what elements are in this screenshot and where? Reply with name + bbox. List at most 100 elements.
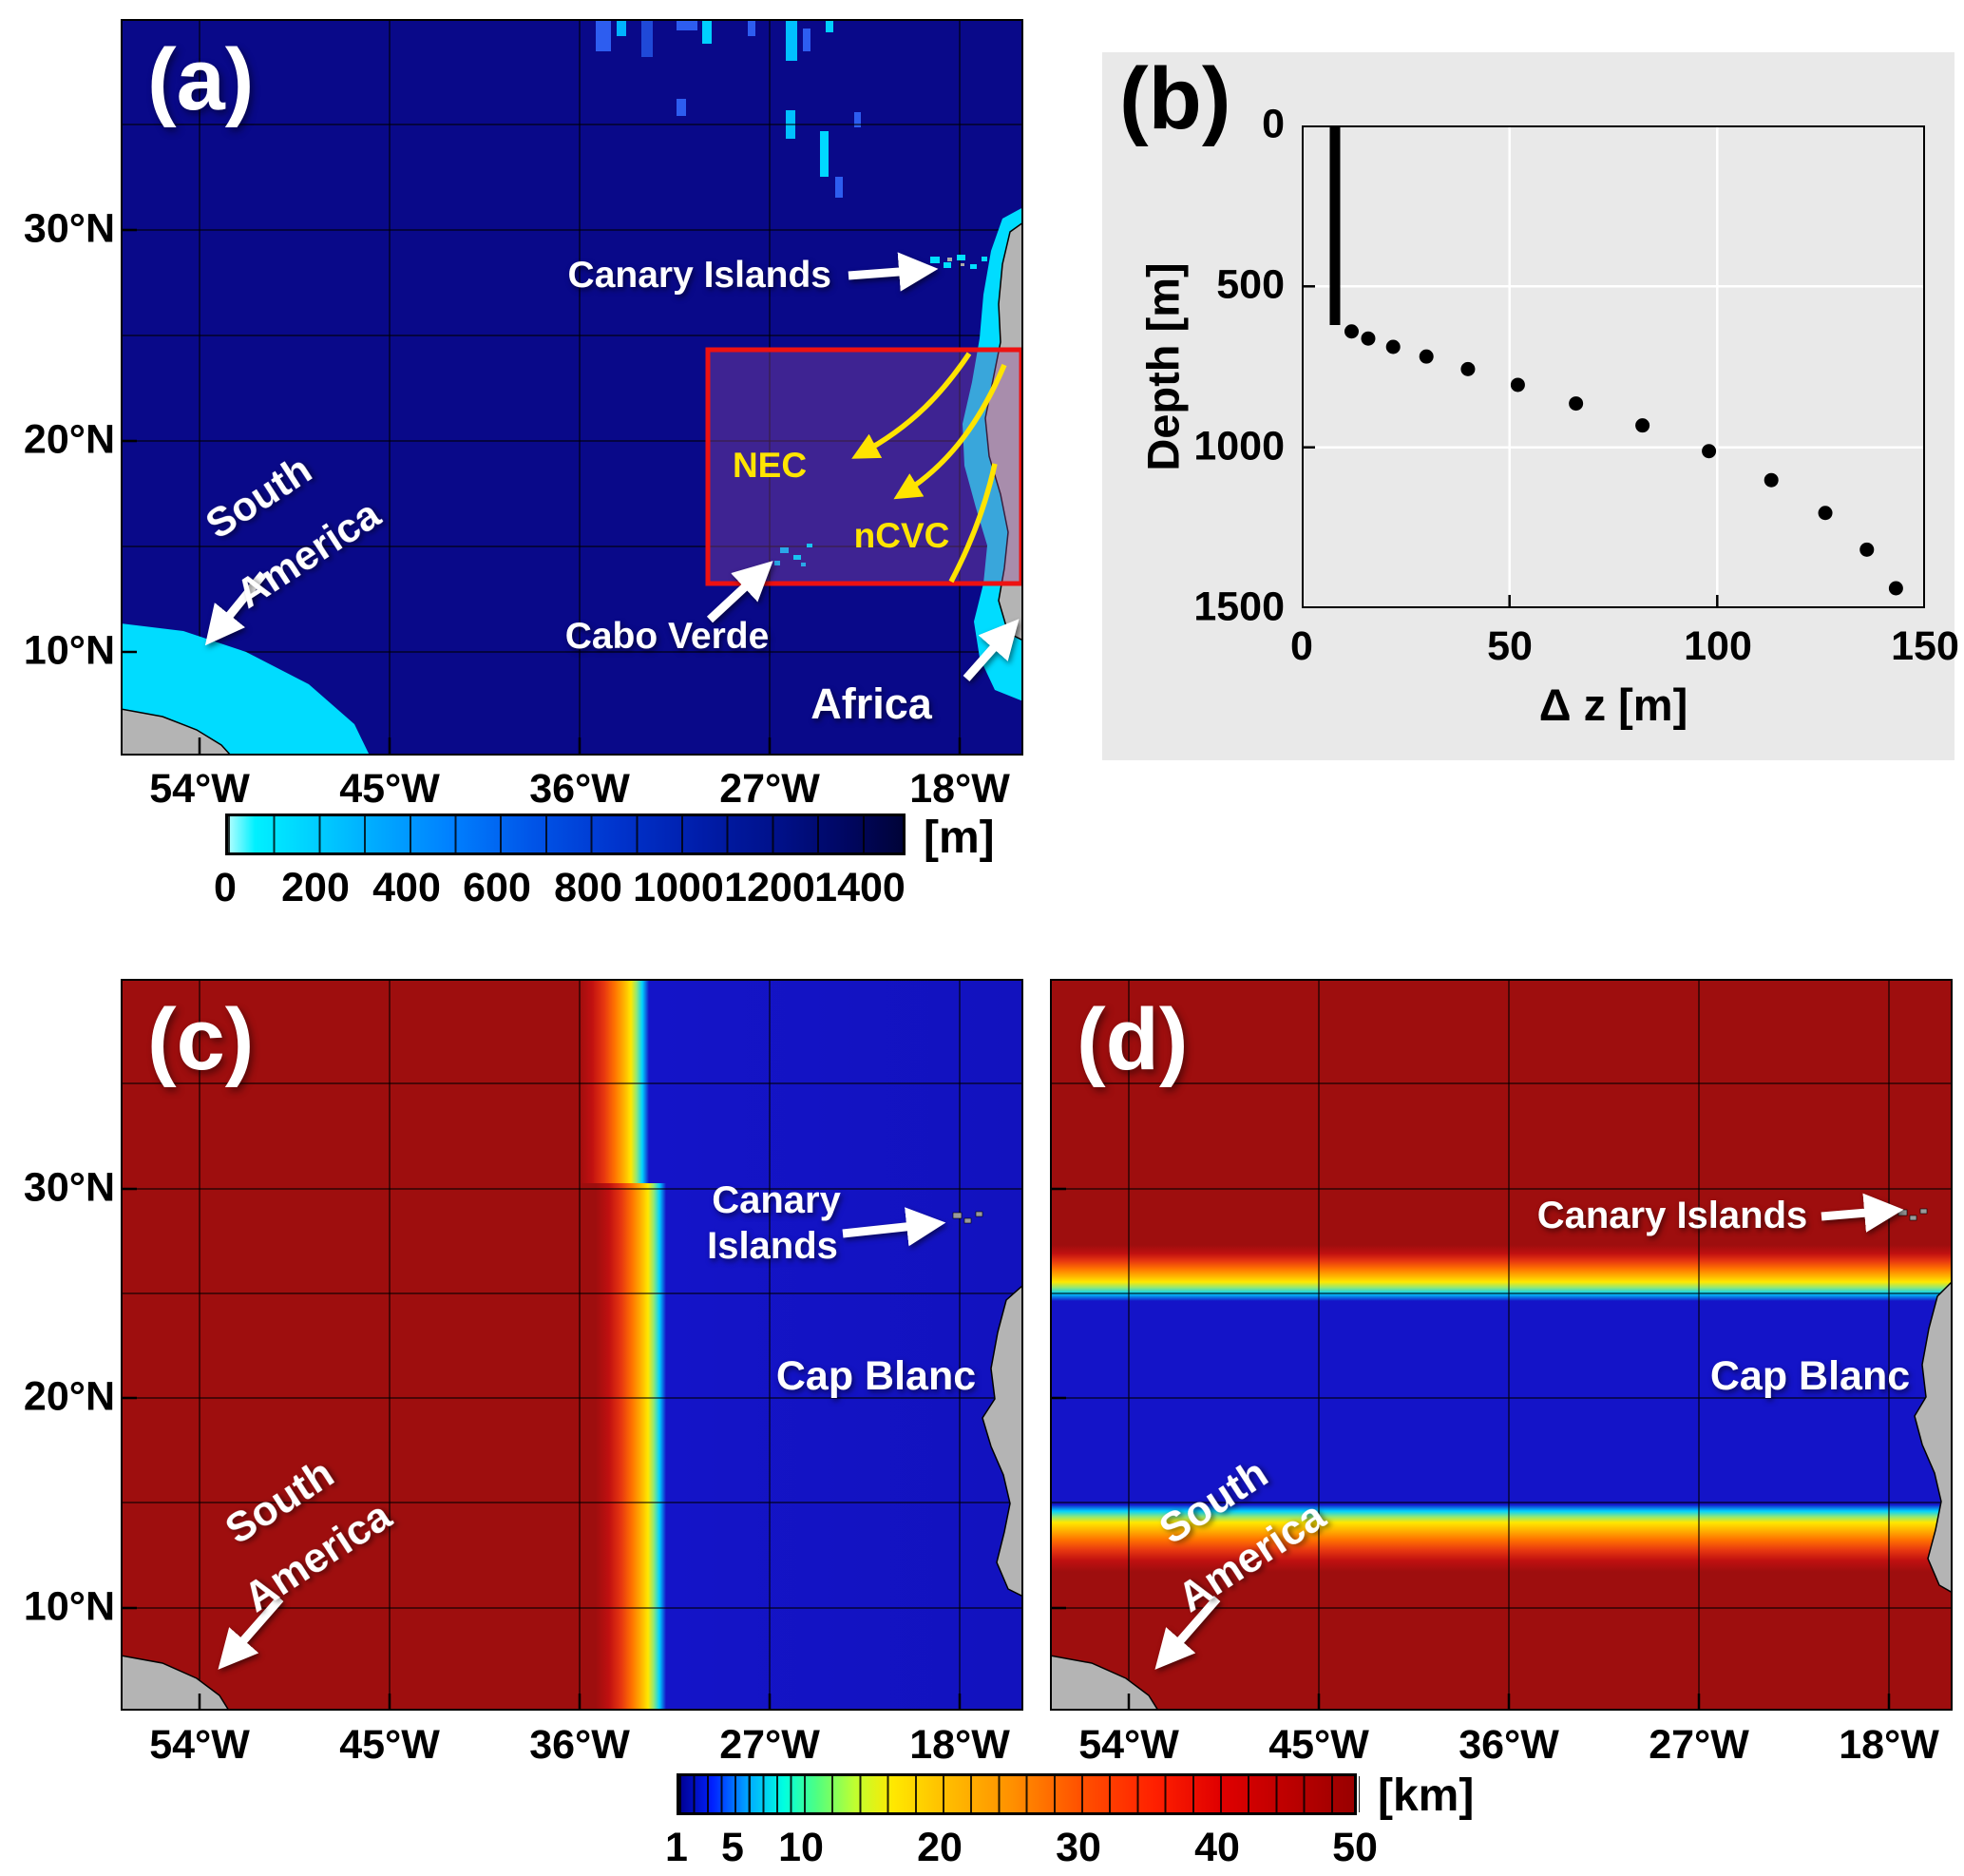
- y-tick-label: 500: [1216, 261, 1285, 308]
- y-tick-label: 30°N: [23, 1164, 115, 1211]
- panel-d-canvas: Canary Islands Cap Blanc South America: [1050, 979, 1953, 1711]
- x-tick-label: 18°W: [1839, 1722, 1939, 1768]
- panel-d-map: Canary Islands Cap Blanc South America (…: [1050, 979, 1953, 1711]
- depth-spacing-point: [1888, 581, 1903, 596]
- x-tick-label: 36°W: [529, 766, 630, 812]
- africa-label: Africa: [810, 680, 933, 728]
- panel-a-map: NEC nCVC Canary Islands South America Ca…: [121, 19, 1023, 756]
- colorbar-tick-label: 0: [214, 865, 237, 910]
- x-tick-label: 18°W: [909, 1722, 1010, 1768]
- colorbar-tick-label: 50: [1332, 1825, 1378, 1870]
- canary-islands-marks: [952, 1211, 983, 1224]
- depth-profile-canvas: [1302, 125, 1925, 608]
- depth-spacing-point: [1859, 542, 1875, 557]
- resolution-field: [1050, 979, 1953, 1711]
- x-tick-label: 54°W: [1078, 1722, 1179, 1768]
- x-tick-label: 100: [1684, 623, 1752, 669]
- colorbar-unit-label: [km]: [1378, 1771, 1475, 1821]
- nec-arrow: [851, 352, 972, 459]
- annotation-arrows: [218, 1207, 946, 1670]
- depth-profile-plot: [1302, 125, 1925, 608]
- colorbar-tick-label: 800: [554, 865, 622, 910]
- depth-spacing-point: [1818, 506, 1833, 521]
- depth-spacing-point: [1344, 324, 1359, 339]
- current-arrows: [851, 352, 1007, 584]
- africa-land: [982, 1283, 1023, 1598]
- y-tick-label: 20°N: [23, 416, 115, 463]
- annotation-arrows: [1154, 1193, 1904, 1670]
- y-axis-label: Depth [m]: [1137, 262, 1189, 471]
- y-tick-label: 0: [1262, 101, 1285, 147]
- depth-spacing-point: [1460, 361, 1476, 376]
- axis-ticks: [121, 228, 962, 756]
- resolution-colorbar-fine-dividers: [679, 1776, 804, 1812]
- depth-spacing-point: [1419, 349, 1434, 364]
- cabo-verde-islands-marks: [774, 544, 812, 566]
- colorbar-tick-label: 5: [721, 1825, 744, 1870]
- panel-c-letter: (c): [147, 991, 255, 1088]
- panel-d-letter: (d): [1077, 991, 1189, 1088]
- colorbar-tick-label: 400: [372, 865, 441, 910]
- africa-land: [1914, 1279, 1953, 1594]
- canary-arrow: [842, 1207, 946, 1247]
- south-america-shelf: [121, 623, 370, 756]
- x-tick-label: 36°W: [529, 1722, 630, 1768]
- axis-ticks: [1050, 1187, 1891, 1711]
- annotation-arrows: [204, 252, 1020, 681]
- y-tick-label: 1500: [1193, 584, 1285, 630]
- panel-b-letter: (b): [1119, 50, 1231, 147]
- canary-islands-label: Canary Islands: [568, 255, 831, 296]
- cap-blanc-label: Cap Blanc: [1710, 1353, 1910, 1399]
- panel-c-map: Canary Islands Cap Blanc South America (…: [121, 979, 1023, 1711]
- south-america-land: [121, 708, 233, 756]
- y-tick-label: 30°N: [23, 205, 115, 252]
- south-america-land: [1050, 1655, 1159, 1711]
- x-tick-label: 54°W: [149, 1722, 250, 1768]
- colorbar-tick-label: 20: [917, 1825, 963, 1870]
- ncvc-label: nCVC: [854, 516, 950, 555]
- axis-ticks: [121, 1187, 962, 1711]
- resolution-field-upper: [121, 979, 1023, 1183]
- x-tick-label: 45°W: [1268, 1722, 1369, 1768]
- canary-label-line1: Canary: [712, 1179, 841, 1221]
- cabo-verde-arrow: [706, 561, 773, 623]
- y-tick-label: 20°N: [23, 1373, 115, 1420]
- x-tick-label: 18°W: [909, 766, 1010, 812]
- colorbar-tick-label: 200: [281, 865, 350, 910]
- x-tick-label: 27°W: [719, 766, 820, 812]
- resolution-colorbar: [677, 1773, 1360, 1815]
- x-tick-label: 50: [1487, 623, 1533, 669]
- x-tick-label: 150: [1891, 623, 1959, 669]
- y-tick-label: 10°N: [23, 627, 115, 674]
- axis-ticks: [1302, 285, 1719, 608]
- canary-label-line2: Islands: [707, 1225, 838, 1267]
- cabo-verde-label: Cabo Verde: [565, 616, 770, 657]
- canary-islands-marks: [1897, 1208, 1928, 1221]
- depth-spacing-point: [1361, 331, 1376, 346]
- y-tick-label: 1000: [1193, 423, 1285, 469]
- depth-spacing-point: [1635, 418, 1650, 433]
- canary-arrow: [848, 252, 939, 292]
- panel-c-canvas: Canary Islands Cap Blanc South America: [121, 979, 1023, 1711]
- nec-label: NEC: [733, 446, 807, 485]
- colorbar-tick-label: 1: [665, 1825, 688, 1870]
- current-track-curve: [948, 463, 998, 584]
- panel-a-canvas: NEC nCVC Canary Islands South America Ca…: [121, 19, 1023, 756]
- grid-lines: [1050, 979, 1953, 1711]
- depth-colorbar-cell-dividers: [228, 816, 903, 852]
- x-tick-label: 45°W: [339, 1722, 440, 1768]
- canary-islands-label: Canary Islands: [1537, 1195, 1808, 1236]
- ocean-background: [121, 19, 1023, 756]
- colorbar-tick-label: 600: [463, 865, 531, 910]
- cap-blanc-label: Cap Blanc: [776, 1353, 976, 1399]
- colorbar-tick-label: 30: [1056, 1825, 1101, 1870]
- colorbar-tick-label: 1000: [633, 865, 724, 910]
- shallow-seamount-patches: [596, 19, 861, 198]
- resolution-colorbar-coarse-dividers: [804, 1776, 1360, 1812]
- depth-spacing-point: [1569, 396, 1584, 412]
- x-tick-label: 36°W: [1459, 1722, 1559, 1768]
- x-tick-label: 27°W: [1649, 1722, 1749, 1768]
- depth-spacing-point: [1385, 339, 1401, 354]
- depth-spacing-point: [1764, 472, 1779, 488]
